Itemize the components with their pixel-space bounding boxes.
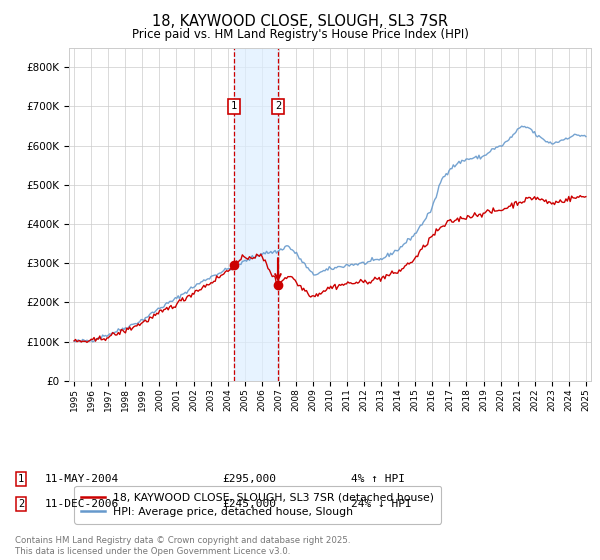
Text: 18, KAYWOOD CLOSE, SLOUGH, SL3 7SR: 18, KAYWOOD CLOSE, SLOUGH, SL3 7SR [152,14,448,29]
Text: 1: 1 [231,101,237,111]
Text: Price paid vs. HM Land Registry's House Price Index (HPI): Price paid vs. HM Land Registry's House … [131,28,469,41]
Text: 11-DEC-2006: 11-DEC-2006 [45,499,119,509]
Text: 11-MAY-2004: 11-MAY-2004 [45,474,119,484]
Text: Contains HM Land Registry data © Crown copyright and database right 2025.
This d: Contains HM Land Registry data © Crown c… [15,536,350,556]
Legend: 18, KAYWOOD CLOSE, SLOUGH, SL3 7SR (detached house), HPI: Average price, detache: 18, KAYWOOD CLOSE, SLOUGH, SL3 7SR (deta… [74,486,441,524]
Text: 2: 2 [18,499,24,509]
Text: 24% ↓ HPI: 24% ↓ HPI [351,499,412,509]
Text: £295,000: £295,000 [222,474,276,484]
Text: 2: 2 [275,101,281,111]
Bar [234,48,278,381]
Text: 1: 1 [18,474,24,484]
Text: £245,000: £245,000 [222,499,276,509]
Text: 4% ↑ HPI: 4% ↑ HPI [351,474,405,484]
